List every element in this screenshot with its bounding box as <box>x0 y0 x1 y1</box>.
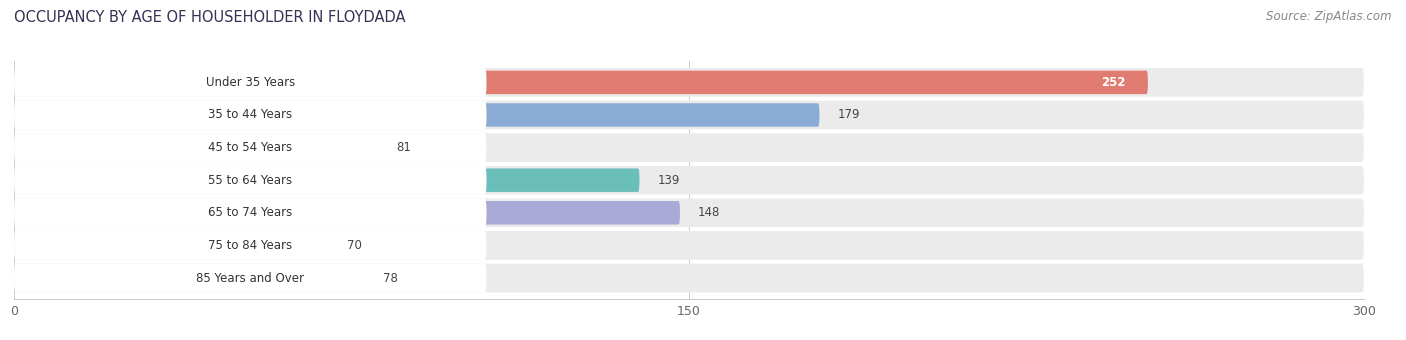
FancyBboxPatch shape <box>14 199 486 227</box>
FancyBboxPatch shape <box>14 101 1364 129</box>
Text: 78: 78 <box>382 272 398 285</box>
FancyBboxPatch shape <box>14 133 486 162</box>
FancyBboxPatch shape <box>14 264 1364 292</box>
FancyBboxPatch shape <box>14 234 329 257</box>
Text: 85 Years and Over: 85 Years and Over <box>197 272 304 285</box>
Text: 148: 148 <box>697 206 720 219</box>
FancyBboxPatch shape <box>14 166 1364 194</box>
FancyBboxPatch shape <box>14 71 1147 94</box>
FancyBboxPatch shape <box>14 264 486 292</box>
Text: 35 to 44 Years: 35 to 44 Years <box>208 108 292 121</box>
Text: 179: 179 <box>838 108 860 121</box>
Text: 81: 81 <box>396 141 412 154</box>
Text: 45 to 54 Years: 45 to 54 Years <box>208 141 292 154</box>
FancyBboxPatch shape <box>14 199 1364 227</box>
Text: Under 35 Years: Under 35 Years <box>205 76 295 89</box>
FancyBboxPatch shape <box>14 231 486 260</box>
Text: 139: 139 <box>658 174 681 187</box>
FancyBboxPatch shape <box>14 166 486 194</box>
FancyBboxPatch shape <box>14 103 820 127</box>
Text: 70: 70 <box>347 239 361 252</box>
Text: Source: ZipAtlas.com: Source: ZipAtlas.com <box>1267 10 1392 23</box>
FancyBboxPatch shape <box>14 168 640 192</box>
Text: 252: 252 <box>1101 76 1125 89</box>
Text: 55 to 64 Years: 55 to 64 Years <box>208 174 292 187</box>
Text: 75 to 84 Years: 75 to 84 Years <box>208 239 292 252</box>
FancyBboxPatch shape <box>14 201 681 224</box>
FancyBboxPatch shape <box>14 133 1364 162</box>
Text: 65 to 74 Years: 65 to 74 Years <box>208 206 292 219</box>
FancyBboxPatch shape <box>14 68 486 97</box>
FancyBboxPatch shape <box>14 231 1364 260</box>
FancyBboxPatch shape <box>14 136 378 159</box>
Text: OCCUPANCY BY AGE OF HOUSEHOLDER IN FLOYDADA: OCCUPANCY BY AGE OF HOUSEHOLDER IN FLOYD… <box>14 10 405 25</box>
FancyBboxPatch shape <box>14 101 486 129</box>
FancyBboxPatch shape <box>14 68 1364 97</box>
FancyBboxPatch shape <box>14 266 366 290</box>
